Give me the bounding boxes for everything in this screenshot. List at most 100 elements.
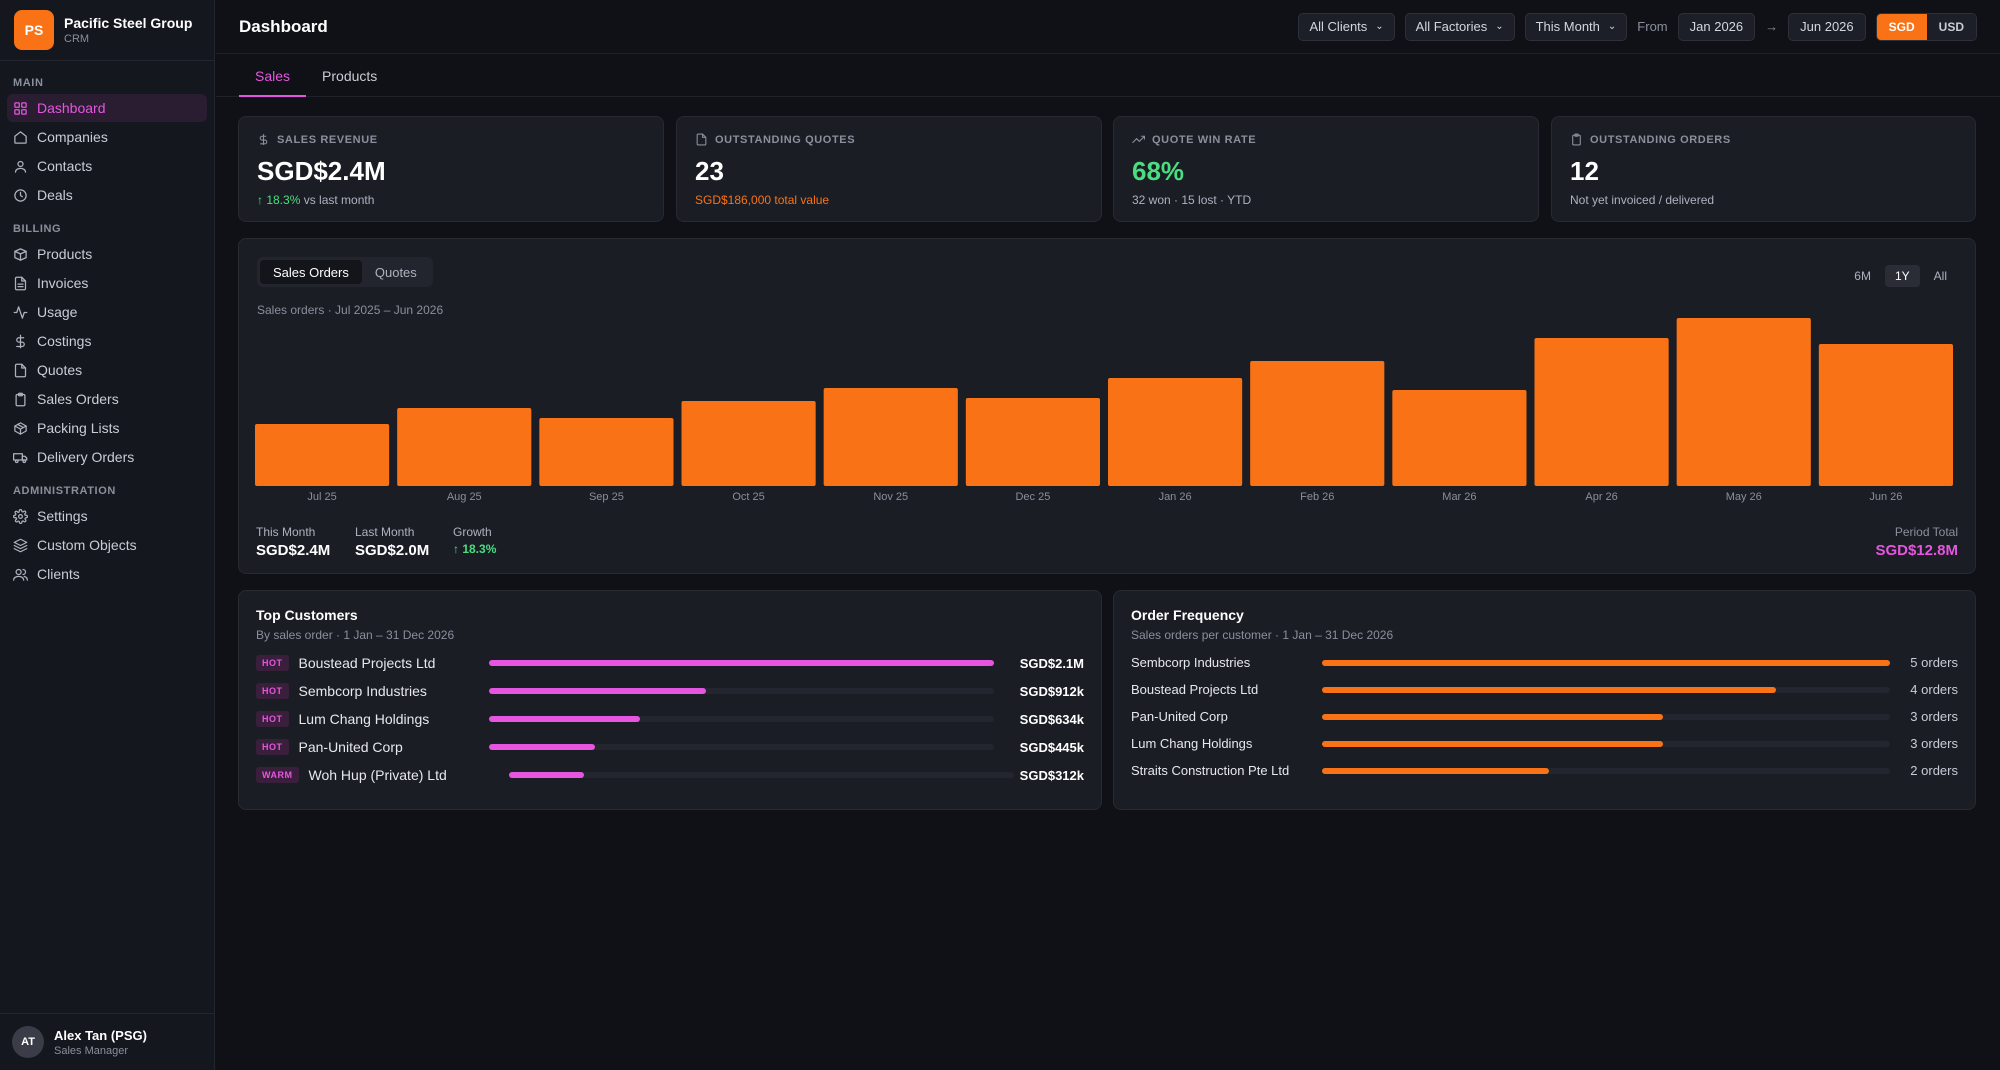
x-tick-label: Jun 26 [1869, 491, 1902, 503]
chart-bar[interactable] [681, 401, 816, 486]
range-6m-button[interactable]: 6M [1854, 269, 1871, 283]
x-tick-label: Dec 25 [1015, 491, 1050, 503]
sidebar-item-deals[interactable]: Deals [7, 181, 207, 209]
sidebar-item-products[interactable]: Products [7, 240, 207, 268]
currency-usd-button[interactable]: USD [1926, 13, 1976, 40]
customer-name: Sembcorp Industries [298, 683, 427, 699]
sidebar-item-usage[interactable]: Usage [7, 298, 207, 326]
x-tick-label: Aug 25 [447, 491, 482, 503]
factory-filter-value: All Factories [1415, 19, 1488, 34]
chart-bar[interactable] [539, 418, 674, 486]
truck-icon [13, 452, 28, 463]
chart-bar[interactable] [1534, 338, 1669, 486]
sales-orders-toggle[interactable]: Sales Orders [260, 260, 362, 284]
status-badge: HOT [256, 683, 289, 699]
kpi-trend-up: ↑ 18.3% [257, 193, 301, 207]
to-date-input[interactable]: Jun 2026 [1788, 12, 1866, 41]
stat-value: ↑ 18.3% [453, 542, 497, 556]
sidebar-item-companies[interactable]: Companies [7, 123, 207, 151]
customer-row[interactable]: HOT Boustead Projects Ltd SGD$2.1M [256, 649, 1084, 677]
user-profile[interactable]: AT Alex Tan (PSG) Sales Manager [0, 1013, 215, 1070]
sidebar-item-custom-objects[interactable]: Custom Objects [7, 531, 207, 559]
bar-fill [1322, 713, 1663, 720]
last-month-stat: Last Month SGD$2.0M [355, 525, 429, 559]
chart-type-toggle: Sales Orders Quotes [257, 257, 433, 287]
sidebar-item-invoices[interactable]: Invoices [7, 269, 207, 297]
chart-bar[interactable] [1676, 318, 1811, 486]
chart-bar[interactable] [255, 424, 390, 486]
frequency-row[interactable]: Straits Construction Pte Ltd 2 orders [1131, 757, 1958, 784]
kpi-outstanding-quotes: OUTSTANDING QUOTES 23 SGD$186,000 total … [676, 116, 1102, 222]
order-count: 5 orders [1910, 655, 1958, 670]
order-frequency-card: Order Frequency Sales orders per custome… [1113, 590, 1976, 810]
user-role: Sales Manager [54, 1044, 128, 1057]
kpi-label: SALES REVENUE [277, 133, 378, 146]
kpi-quote-win-rate: QUOTE WIN RATE 68% 32 won · 15 lost · YT… [1113, 116, 1539, 222]
quotes-toggle[interactable]: Quotes [374, 264, 417, 280]
bar-track [1322, 713, 1890, 720]
from-date-input[interactable]: Jan 2026 [1677, 12, 1756, 41]
bar-track [488, 688, 994, 694]
filters: All Clients ⌄ All Factories ⌄ This Month… [1298, 12, 1977, 41]
sidebar-item-clients[interactable]: Clients [7, 560, 207, 588]
frequency-row[interactable]: Pan-United Corp 3 orders [1131, 703, 1958, 730]
chart-bar[interactable] [1250, 361, 1385, 486]
chart-bar[interactable] [1108, 378, 1243, 486]
sidebar-item-dashboard[interactable]: Dashboard [7, 94, 207, 122]
document-icon [14, 276, 27, 290]
sidebar-item-contacts[interactable]: Contacts [7, 152, 207, 180]
factory-filter-select[interactable]: All Factories ⌄ [1404, 12, 1515, 41]
customer-row[interactable]: HOT Pan-United Corp SGD$445k [256, 733, 1084, 761]
period-filter-select[interactable]: This Month ⌄ [1524, 12, 1628, 41]
tab-sales[interactable]: Sales [239, 55, 307, 97]
sidebar-item-label: Invoices [37, 275, 89, 291]
chart-bar[interactable] [965, 398, 1100, 486]
file-icon [14, 363, 27, 377]
bar-track [1322, 740, 1890, 747]
bar-fill [488, 688, 706, 694]
client-filter-select[interactable]: All Clients ⌄ [1298, 12, 1395, 41]
x-tick-label: Feb 26 [1300, 491, 1334, 503]
stat-value: SGD$2.4M [256, 542, 331, 559]
range-all-button[interactable]: All [1933, 269, 1947, 283]
customer-value: SGD$312k [1019, 767, 1084, 783]
card-title: Order Frequency [1131, 607, 1244, 623]
frequency-row[interactable]: Boustead Projects Ltd 4 orders [1131, 676, 1958, 703]
tab-bar: Sales Products [216, 55, 2000, 97]
chart-caption: Sales orders · Jul 2025 – Jun 2026 [257, 303, 444, 317]
kpi-label: QUOTE WIN RATE [1152, 133, 1257, 146]
status-badge: WARM [256, 767, 299, 783]
tab-products[interactable]: Products [322, 67, 378, 84]
chart-bar[interactable] [397, 408, 532, 486]
gear-icon [13, 508, 28, 524]
chart-bar[interactable] [1392, 390, 1527, 486]
card-subtitle: By sales order · 1 Jan – 31 Dec 2026 [256, 628, 455, 642]
customer-row[interactable]: HOT Lum Chang Holdings SGD$634k [256, 705, 1084, 733]
brand-sub: CRM [64, 33, 90, 45]
sidebar-nav: MAIN Dashboard Companies Contacts Deals BILLI… [0, 61, 214, 588]
chevron-down-icon: ⌄ [1495, 21, 1504, 32]
currency-sgd-button[interactable]: SGD [1876, 13, 1927, 40]
frequency-row[interactable]: Sembcorp Industries 5 orders [1131, 649, 1958, 676]
chart-bar[interactable] [1818, 344, 1953, 486]
range-1y-button[interactable]: 1Y [1884, 265, 1920, 287]
nav-section-heading: ADMINISTRATION [13, 485, 116, 497]
frequency-row[interactable]: Lum Chang Holdings 3 orders [1131, 730, 1958, 757]
sidebar-item-sales-orders[interactable]: Sales Orders [7, 385, 207, 413]
activity-icon [13, 305, 28, 319]
status-badge: HOT [256, 655, 289, 671]
sidebar-item-packing-lists[interactable]: Packing Lists [7, 414, 207, 442]
customer-row[interactable]: WARM Woh Hup (Private) Ltd SGD$312k [256, 761, 1084, 789]
kpi-label: OUTSTANDING QUOTES [715, 133, 856, 146]
sidebar-item-delivery-orders[interactable]: Delivery Orders [7, 443, 207, 471]
sidebar-item-quotes[interactable]: Quotes [7, 356, 207, 384]
period-filter-value: This Month [1535, 19, 1600, 34]
customer-row[interactable]: HOT Sembcorp Industries SGD$912k [256, 677, 1084, 705]
chart-bar[interactable] [823, 388, 958, 486]
home-icon [14, 130, 27, 144]
sidebar-item-costings[interactable]: Costings [7, 327, 207, 355]
bar-track [1322, 686, 1890, 693]
kpi-sub: vs last month [300, 193, 375, 207]
sidebar-item-settings[interactable]: Settings [7, 502, 207, 530]
x-tick-label: Jul 25 [307, 491, 336, 503]
